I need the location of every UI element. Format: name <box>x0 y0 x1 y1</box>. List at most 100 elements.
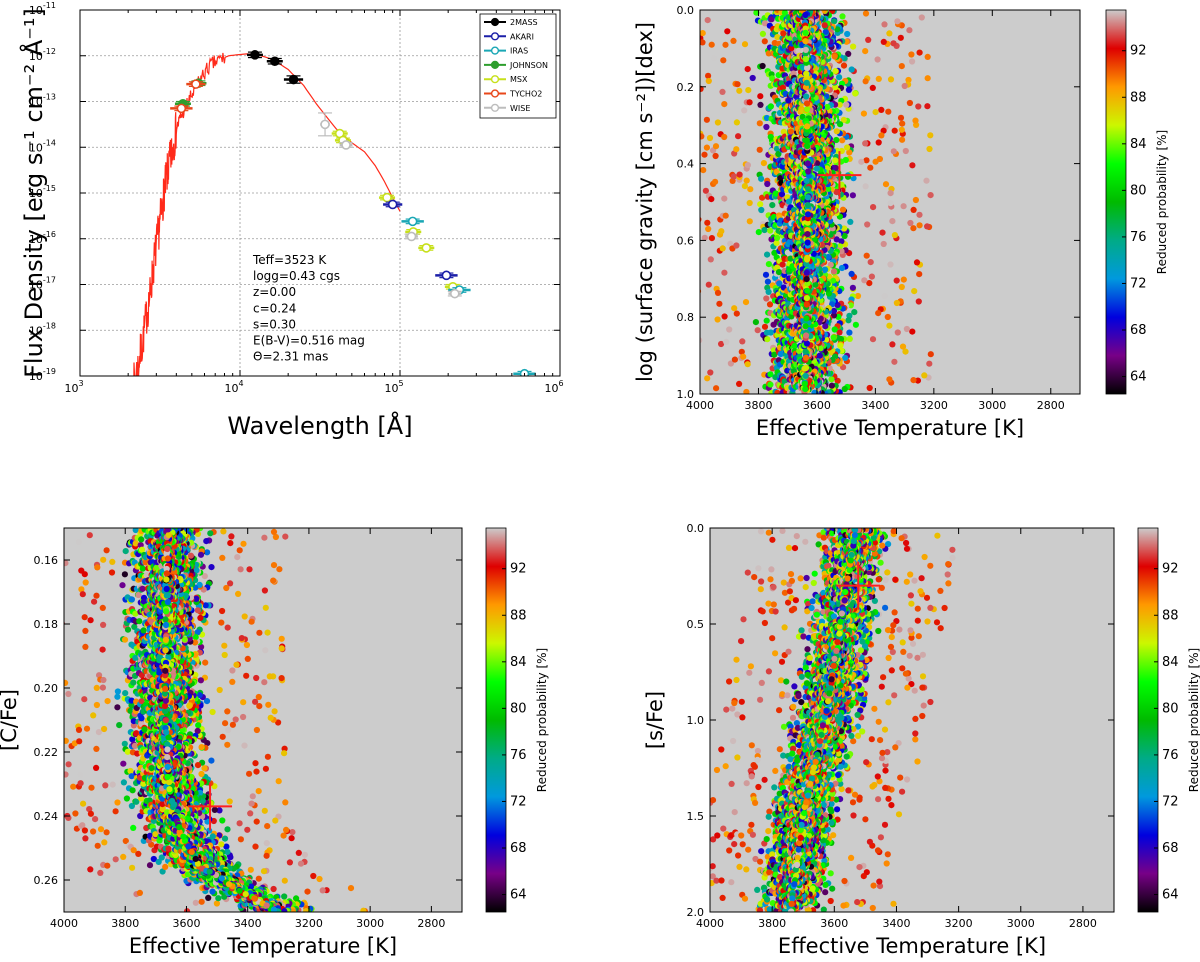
sed-ytick-label: 10-16 <box>29 230 56 246</box>
logg-point <box>844 30 851 38</box>
logg-point <box>753 10 760 16</box>
sed-xtick-exp: 5 <box>398 379 403 388</box>
logg-point <box>824 103 831 111</box>
logg-point <box>827 261 834 268</box>
cfe-point <box>100 621 107 629</box>
logg-point <box>848 66 855 73</box>
logg-point <box>894 18 901 25</box>
logg-point <box>765 288 772 295</box>
sed-xtick-base: 10 <box>544 382 558 395</box>
logg-point <box>802 372 809 379</box>
logg-point <box>714 289 722 296</box>
logg-point <box>846 335 853 342</box>
cfe-point <box>88 784 95 791</box>
cfe-point <box>236 820 243 827</box>
cfe-point <box>246 770 253 777</box>
sed-legend-label: TYCHO2 <box>509 90 542 99</box>
logg-colorbar-tick-label: 88 <box>1130 90 1147 105</box>
logg-point <box>721 269 728 276</box>
cfe-point <box>132 528 139 534</box>
logg-point <box>804 106 811 113</box>
logg-point <box>804 160 811 167</box>
logg-point <box>875 139 882 146</box>
cfe-point <box>243 641 250 649</box>
logg-point <box>700 133 705 140</box>
sed-point-marker <box>387 199 398 210</box>
sed-legend-item: WISE <box>484 103 530 113</box>
logg-point <box>744 162 752 169</box>
sed-point-msx <box>418 243 435 253</box>
cfe-point <box>270 577 277 584</box>
cfe-point <box>281 750 288 757</box>
cfe-point <box>122 690 129 697</box>
logg-point <box>916 222 923 229</box>
cfe-point <box>276 566 283 573</box>
logg-point <box>879 229 886 236</box>
logg-point <box>838 238 845 245</box>
logg-point <box>832 68 839 75</box>
logg-point <box>830 334 837 341</box>
logg-point <box>918 14 925 21</box>
logg-point <box>833 189 840 196</box>
logg-point <box>924 75 931 82</box>
logg-point <box>845 50 852 58</box>
logg-point <box>837 342 844 349</box>
cfe-point <box>261 587 268 594</box>
sed-point-marker <box>269 56 280 67</box>
logg-point <box>900 203 907 210</box>
cfe-point <box>201 765 208 772</box>
logg-point <box>700 337 703 344</box>
logg-point <box>866 280 873 287</box>
cfe-point <box>80 800 87 807</box>
logg-point <box>862 78 869 85</box>
cfe-point <box>92 816 99 823</box>
logg-point <box>757 101 764 108</box>
cfe-point <box>187 552 194 559</box>
cfe-point <box>194 727 201 735</box>
sed-ytick-label: 10-13 <box>29 93 56 109</box>
logg-point <box>887 76 895 83</box>
logg-point <box>909 328 916 335</box>
logg-point <box>804 219 811 226</box>
logg-colorbar-gradient <box>1105 9 1127 395</box>
logg-point <box>834 26 841 33</box>
logg-point <box>836 74 843 81</box>
cfe-point <box>128 773 135 780</box>
logg-point <box>822 323 829 330</box>
logg-point <box>927 351 934 358</box>
cfe-point <box>53 794 59 800</box>
logg-point <box>741 183 749 190</box>
cfe-point <box>138 536 145 543</box>
cfe-point <box>224 624 231 631</box>
logg-point <box>690 228 696 234</box>
cfe-point <box>93 684 100 692</box>
logg-point <box>766 301 774 308</box>
cfe-point <box>94 842 101 849</box>
logg-point <box>916 271 923 278</box>
logg-point <box>802 348 809 355</box>
sed-point-marker <box>320 119 330 130</box>
sed-point-marker <box>382 192 392 203</box>
logg-point <box>730 37 737 45</box>
logg-point <box>846 329 853 336</box>
logg-point <box>836 329 843 336</box>
logg-point <box>893 277 900 284</box>
logg-point <box>906 27 913 34</box>
sed-legend-label: JOHNSON <box>509 61 548 70</box>
cfe-point <box>224 741 231 748</box>
logg-point <box>845 86 853 93</box>
cfe-point <box>255 875 262 882</box>
logg-point <box>901 82 908 90</box>
logg-point <box>767 329 774 336</box>
logg-ytick-label: 0.6 <box>677 234 695 247</box>
logg-point <box>785 198 793 205</box>
sed-point-wise <box>447 288 462 299</box>
cfe-point <box>198 770 205 778</box>
logg-point <box>890 40 897 47</box>
cfe-point <box>152 831 159 838</box>
logg-point <box>923 177 930 184</box>
sed-point-marker <box>441 270 452 281</box>
logg-point <box>804 239 811 246</box>
cfe-point <box>205 894 212 902</box>
